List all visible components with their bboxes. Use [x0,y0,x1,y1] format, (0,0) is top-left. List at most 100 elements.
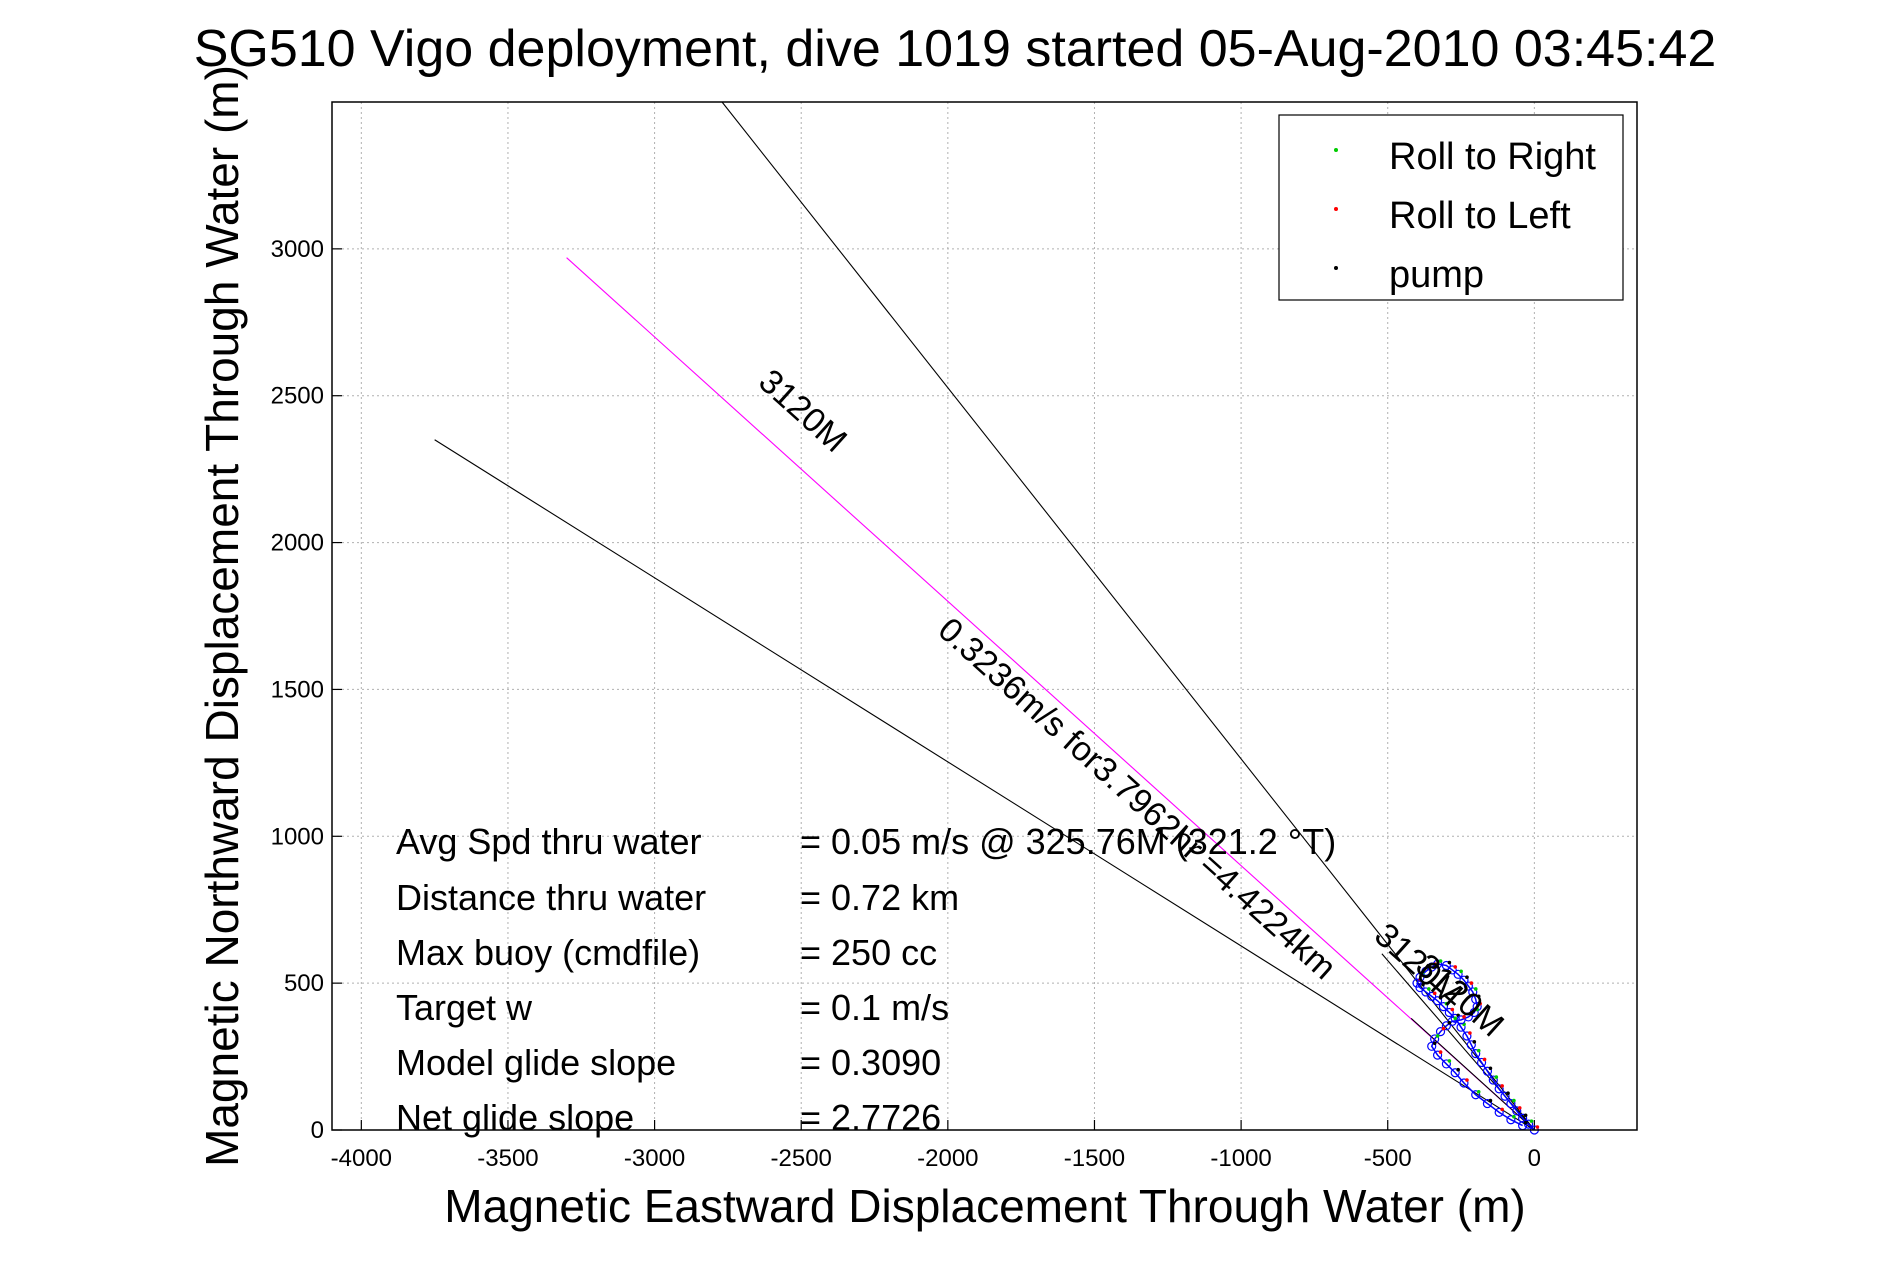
track-point [1471,1090,1481,1100]
track-point [1482,1066,1493,1076]
track-point [1438,1002,1449,1012]
roll-right-point [1512,1098,1516,1103]
track-point [1441,1059,1451,1069]
pump-point [1432,1041,1437,1046]
pump-point [1447,1020,1452,1025]
roll-left-point [1465,1078,1469,1082]
pump-point [1523,1120,1528,1125]
track-point [1412,978,1422,988]
track-point [1518,1113,1528,1123]
roll-left-point [1500,1084,1504,1088]
track-point [1427,991,1437,1001]
track-point [1432,996,1443,1006]
heading-line [1410,1017,1535,1131]
y-tick-label: 3000 [271,236,324,263]
stat-label: Model glide slope [396,1042,676,1083]
x-tick-label: -3500 [477,1145,538,1172]
x-axis-label: Magnetic Eastward Displacement Through W… [444,1180,1525,1232]
track-point [1494,1107,1504,1117]
track-point [1435,1027,1446,1037]
x-tick-label: 0 [1528,1145,1541,1172]
track-point [1427,1041,1437,1051]
track-point [1444,1007,1454,1018]
roll-right-point [1494,1075,1499,1079]
x-tick-label: -2500 [771,1145,832,1172]
roll-right-point [1476,1089,1481,1094]
roll-right-point [1438,959,1443,963]
stat-value: = 250 cc [800,932,937,973]
pump-point [1456,1067,1460,1072]
legend-label-roll-left: Roll to Left [1389,195,1571,237]
roll-left-point [1468,1031,1472,1035]
stat-label: Max buoy (cmdfile) [396,932,700,973]
x-tick-label: -1000 [1210,1145,1271,1172]
track-point [1432,959,1443,969]
x-tick-label: -3000 [624,1145,685,1172]
track-point [1459,1078,1469,1088]
roll-left-point [1441,1026,1446,1031]
roll-right-point [1475,1007,1480,1012]
y-tick-label: 1500 [271,676,324,703]
roll-left-point [1482,1057,1487,1062]
track-point [1471,1049,1481,1059]
track-point [1482,1098,1493,1109]
track-point [1447,965,1457,975]
heading-line [721,101,1535,1131]
track-point [1432,1050,1443,1060]
stat-value: = 0.1 m/s [800,987,949,1028]
track-point [1447,1016,1457,1026]
stat-label: Avg Spd thru water [396,821,702,862]
pump-point [1472,1040,1477,1044]
roll-right-point [1435,1034,1440,1038]
track-point [1500,1091,1510,1101]
stat-value: = 0.3090 [800,1042,941,1083]
heading-line [434,439,1535,1131]
x-tick-label: -4000 [331,1145,392,1172]
track-point [1506,1115,1516,1125]
legend-label-roll-right: Roll to Right [1389,136,1596,178]
roll-right-point [1453,1016,1458,1021]
track-point [1463,981,1473,991]
stat-value: = 2.7726 [800,1097,941,1138]
roll-right-point [1529,1119,1534,1123]
stat-value: = 0.72 km [800,877,959,918]
x-tick-label: -1500 [1064,1145,1125,1172]
stat-label: Distance thru water [396,877,706,918]
dive-stats: Avg Spd thru water = 0.05 m/s @ 325.76M … [396,821,1336,1138]
track-path [1416,963,1535,1131]
pump-point [1469,1012,1474,1016]
track-point [1450,1013,1460,1023]
roll-left-point [1535,1125,1540,1129]
chart-title: SG510 Vigo deployment, dive 1019 started… [194,20,1717,78]
x-axis-ticks: -4000 -3500 -3000 -2500 -2000 -1500 -1000 -500 0 [331,1120,1541,1172]
track-point [1427,962,1437,972]
x-tick-label: -500 [1364,1145,1412,1172]
roll-left-point [1450,1007,1455,1012]
pump-point [1476,994,1481,999]
stat-value: = 0.05 m/s @ 325.76M (321.2 °T) [800,821,1336,862]
roll-left-point [1478,1001,1482,1006]
plot-frame [331,101,1638,1131]
legend: Roll to Right Roll to Left pump [1278,114,1624,301]
pump-point [1488,1098,1493,1103]
track-point [1415,972,1425,982]
track-point [1453,969,1463,979]
track-point [1476,1057,1487,1068]
y-axis-ticks: 0 500 1000 1500 2000 2500 3000 [271,236,342,1144]
y-tick-label: 2000 [271,530,324,557]
pump-point [1506,1091,1510,1096]
roll-left-point [1469,981,1474,985]
pump-point [1523,1113,1528,1118]
pump-point [1438,995,1443,1000]
roll-right-point [1427,987,1431,991]
roll-right-point [1512,1114,1516,1119]
track-point [1421,966,1431,976]
track-point [1441,1021,1451,1031]
dive-track [1412,959,1540,1135]
roll-right-point [1459,969,1463,974]
track-point [1441,960,1451,971]
y-axis-label: Magnetic Northward Displacement Through … [196,65,248,1167]
track-point [1523,1119,1534,1129]
track-point [1512,1106,1522,1116]
